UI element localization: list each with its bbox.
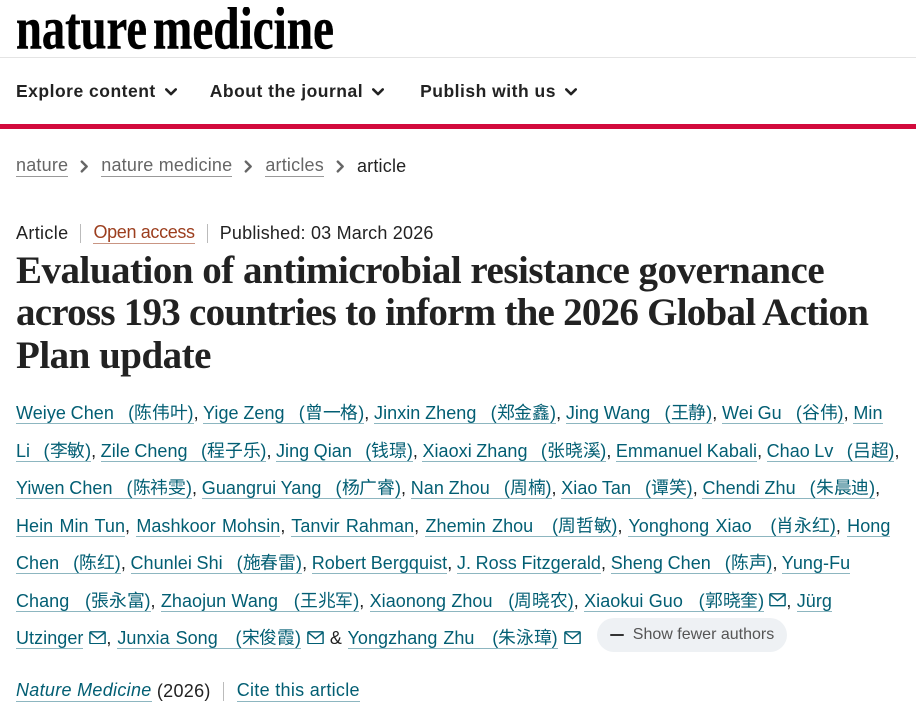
svg-text:medicine: medicine <box>153 7 334 57</box>
svg-text:nature: nature <box>16 7 147 57</box>
